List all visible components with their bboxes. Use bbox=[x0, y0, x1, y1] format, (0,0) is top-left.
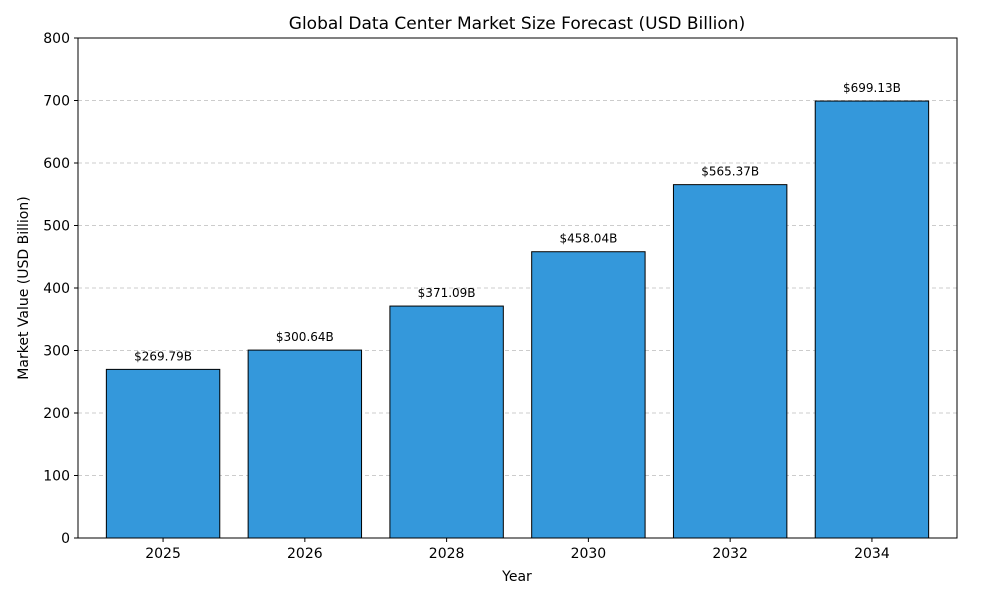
bar-2026 bbox=[247, 349, 363, 539]
data-label: $269.79B bbox=[134, 349, 192, 363]
bar-2034 bbox=[814, 100, 930, 539]
x-tick-label: 2034 bbox=[854, 546, 890, 562]
chart-title: Global Data Center Market Size Forecast … bbox=[289, 14, 745, 34]
x-axis-label: Year bbox=[501, 569, 532, 585]
x-tick-label: 2030 bbox=[571, 546, 607, 562]
y-tick-label: 100 bbox=[43, 469, 70, 485]
data-label: $300.64B bbox=[276, 330, 334, 344]
bar-2028 bbox=[389, 305, 504, 539]
x-tick-label: 2028 bbox=[429, 546, 465, 562]
data-label: $371.09B bbox=[418, 286, 476, 300]
data-label: $699.13B bbox=[843, 81, 901, 95]
y-tick-label: 300 bbox=[43, 344, 70, 360]
y-tick-label: 200 bbox=[43, 406, 70, 422]
y-tick-label: 400 bbox=[43, 281, 70, 297]
x-tick-label: 2032 bbox=[712, 546, 748, 562]
x-tick-label: 2025 bbox=[145, 546, 181, 562]
data-label: $565.37B bbox=[701, 165, 759, 179]
x-tick-label: 2026 bbox=[287, 546, 323, 562]
y-tick-label: 500 bbox=[43, 219, 70, 235]
bar-2030 bbox=[531, 251, 646, 539]
y-tick-label: 0 bbox=[61, 531, 70, 547]
bar-2032 bbox=[672, 184, 788, 539]
y-axis-label: Market Value (USD Billion) bbox=[16, 196, 32, 379]
y-tick-label: 600 bbox=[43, 156, 70, 172]
bar-2025 bbox=[105, 368, 221, 539]
y-tick-label: 700 bbox=[43, 94, 70, 110]
y-tick-label: 800 bbox=[43, 31, 70, 47]
data-label: $458.04B bbox=[559, 232, 617, 246]
